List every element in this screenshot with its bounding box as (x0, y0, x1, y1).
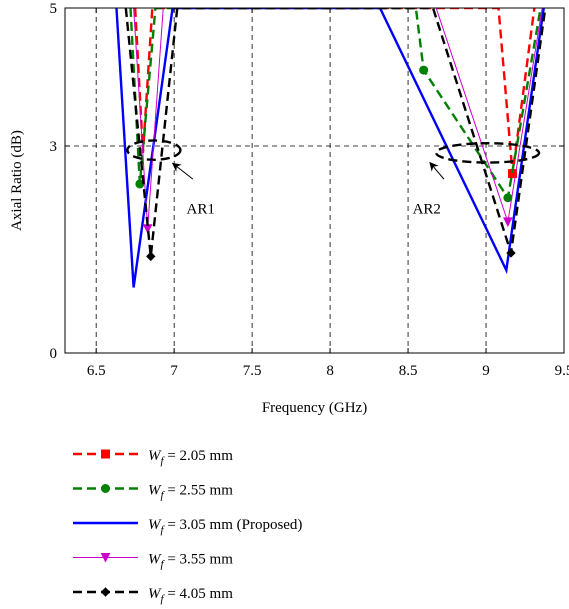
annotation-arrow (429, 161, 445, 180)
x-tick-label: 7 (170, 363, 178, 379)
series-2 (129, 8, 542, 203)
annotation-ar2: AR2 (413, 142, 541, 218)
annotation-ellipse (126, 139, 182, 161)
x-tick-label: 6.5 (87, 363, 106, 379)
x-tick-label: 9.5 (555, 363, 569, 379)
annotations: AR1 AR2 (126, 139, 541, 218)
legend: Wf = 2.05 mm Wf = 2.55 mm Wf = 3.05 mm (Pr… (73, 448, 302, 605)
legend-label: Wf = 3.05 mm (Proposed) (148, 517, 302, 536)
legend-label: Wf = 2.55 mm (148, 483, 233, 502)
annotation-arrow (171, 162, 194, 180)
series-5 (124, 8, 547, 262)
data-point-marker (503, 193, 513, 203)
series-line (115, 8, 545, 288)
series-line (133, 8, 536, 174)
data-point-marker (506, 248, 516, 258)
annotation-ellipse (434, 142, 541, 164)
y-tick-label: 3 (50, 139, 58, 155)
series-4 (133, 8, 543, 234)
legend-item-4: Wf = 3.55 mm (73, 552, 233, 571)
y-tick-label: 0 (50, 346, 58, 362)
data-point-marker (503, 217, 513, 228)
x-tick-label: 7.5 (243, 363, 262, 379)
legend-marker (101, 484, 110, 493)
series-line (133, 8, 543, 229)
x-tick-label: 8 (326, 363, 334, 379)
legend-item-1: Wf = 2.05 mm (73, 448, 233, 467)
legend-label: Wf = 2.05 mm (148, 448, 233, 467)
legend-label: Wf = 4.05 mm (148, 586, 233, 605)
legend-item-2: Wf = 2.55 mm (73, 483, 233, 502)
series-1 (133, 8, 536, 179)
legend-marker (101, 449, 110, 459)
legend-item-3: Wf = 3.05 mm (Proposed) (73, 517, 302, 536)
plot-area-frame (64, 7, 565, 354)
legend-item-5: Wf = 4.05 mm (73, 586, 233, 605)
y-axis-label: Axial Ratio (dB) (9, 130, 25, 231)
data-point-marker (419, 65, 429, 75)
legend-marker (100, 553, 111, 563)
x-tick-label: 9 (482, 363, 490, 379)
grid-lines (65, 8, 564, 353)
annotation-label: AR1 (186, 202, 214, 218)
x-tick-label: 8.5 (399, 363, 418, 379)
x-axis-label: Frequency (GHz) (262, 400, 367, 416)
y-tick-label: 5 (50, 1, 58, 17)
series-line (124, 8, 547, 257)
series-3 (115, 8, 545, 288)
legend-label: Wf = 3.55 mm (148, 552, 233, 571)
legend-marker (100, 587, 111, 597)
axis-ticks: 6.5 7 7.5 8 8.5 9 9.5 0 3 5 (50, 1, 569, 379)
annotation-label: AR2 (413, 202, 441, 218)
annotation-ar1: AR1 (126, 139, 215, 218)
data-point-marker (146, 251, 156, 262)
series-line (129, 8, 542, 201)
